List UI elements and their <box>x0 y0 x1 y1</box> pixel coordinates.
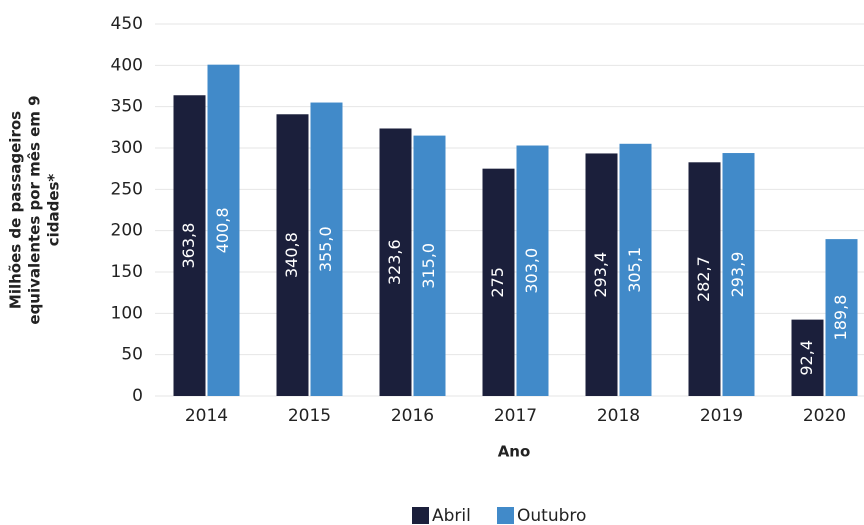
y-tick-label: 150 <box>111 262 143 282</box>
bar <box>207 64 240 396</box>
value-label: 189,8 <box>831 295 850 341</box>
bar <box>585 153 618 396</box>
y-tick-label: 450 <box>111 14 143 34</box>
x-tick-label: 2017 <box>494 406 537 426</box>
x-tick-label: 2018 <box>597 406 640 426</box>
y-tick-label: 0 <box>132 386 143 406</box>
value-label: 340,8 <box>282 232 301 278</box>
value-label: 355,0 <box>316 226 335 272</box>
y-tick-label: 200 <box>111 221 143 241</box>
value-label: 92,4 <box>797 340 816 376</box>
bar <box>825 239 858 396</box>
y-tick-label: 250 <box>111 179 143 199</box>
y-tick-label: 400 <box>111 55 143 75</box>
legend-swatch <box>412 507 429 524</box>
y-tick-label: 50 <box>121 345 143 365</box>
bar <box>173 95 206 396</box>
value-label: 323,6 <box>385 239 404 285</box>
bar <box>791 319 824 396</box>
bar <box>688 162 721 396</box>
y-tick-label: 350 <box>111 97 143 117</box>
bar <box>516 145 549 396</box>
y-tick-label: 300 <box>111 138 143 158</box>
x-axis-label: Ano <box>498 443 531 461</box>
bar <box>310 102 343 397</box>
x-tick-label: 2019 <box>700 406 743 426</box>
value-label: 275 <box>488 267 507 298</box>
value-label: 282,7 <box>694 256 713 302</box>
bar <box>379 128 412 396</box>
y-tick-label: 100 <box>111 303 143 323</box>
y-axis-label: Milhões de passageiros equivalentes por … <box>6 95 63 325</box>
bar <box>482 168 515 396</box>
value-label: 400,8 <box>213 207 232 253</box>
x-tick-label: 2020 <box>803 406 846 426</box>
legend-label: Abril <box>432 506 471 525</box>
value-label: 303,0 <box>522 248 541 294</box>
value-label: 363,8 <box>179 223 198 269</box>
bar <box>722 153 755 396</box>
bar <box>276 114 309 396</box>
x-tick-label: 2015 <box>288 406 331 426</box>
bar <box>413 135 446 396</box>
bar <box>619 143 652 396</box>
x-tick-label: 2016 <box>391 406 434 426</box>
value-label: 315,0 <box>419 243 438 289</box>
legend-swatch <box>497 507 514 524</box>
value-label: 305,1 <box>625 247 644 293</box>
value-label: 293,9 <box>728 252 747 298</box>
x-tick-label: 2014 <box>185 406 228 426</box>
legend-label: Outubro <box>517 506 586 525</box>
value-label: 293,4 <box>591 252 610 298</box>
